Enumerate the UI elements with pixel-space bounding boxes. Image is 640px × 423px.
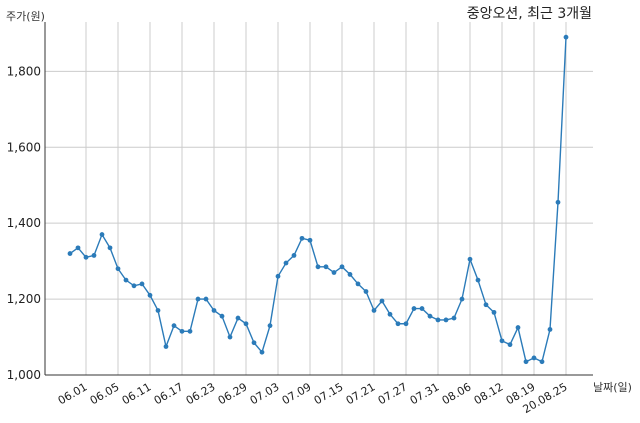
data-point: [315, 264, 321, 270]
data-point: [203, 296, 209, 302]
x-tick-label: 06.05: [88, 380, 122, 407]
data-point: [307, 237, 313, 243]
data-point: [107, 245, 113, 251]
data-point: [283, 260, 289, 266]
data-point: [467, 256, 473, 262]
data-point: [379, 298, 385, 304]
x-tick-label: 08.12: [472, 380, 506, 407]
data-point: [331, 270, 337, 275]
data-point: [523, 359, 529, 365]
y-axis-title: 주가(원): [6, 10, 45, 23]
data-point: [123, 277, 129, 283]
data-point: [75, 245, 81, 251]
data-point: [299, 235, 305, 241]
data-point: [91, 253, 97, 258]
data-point: [491, 309, 497, 315]
data-point: [339, 264, 345, 270]
data-point: [451, 315, 457, 321]
x-tick-label: 07.27: [376, 380, 410, 407]
y-tick-label: 1,200: [7, 292, 41, 306]
data-point: [387, 311, 393, 317]
data-point: [259, 349, 265, 355]
x-tick-labels: 06.0106.0506.1106.1706.2306.2907.0307.09…: [56, 380, 570, 416]
data-point: [83, 254, 89, 260]
data-point: [499, 338, 505, 344]
x-tick-label: 06.17: [152, 380, 186, 407]
y-tick-label: 1,000: [7, 368, 41, 382]
data-point: [435, 317, 441, 323]
x-tick-label: 06.23: [184, 380, 218, 407]
data-point: [459, 296, 465, 302]
data-point: [187, 328, 193, 334]
data-point: [139, 281, 145, 287]
data-point: [179, 328, 185, 334]
x-tick-label: 07.21: [344, 380, 378, 407]
x-tick-label: 07.09: [280, 380, 314, 407]
y-tick-label: 1,800: [7, 64, 41, 78]
data-point: [323, 264, 329, 270]
data-points: [67, 34, 569, 365]
data-point: [411, 306, 417, 311]
x-tick-label: 07.03: [248, 380, 282, 407]
data-point: [291, 253, 297, 258]
data-point: [347, 272, 353, 277]
data-point: [403, 321, 409, 327]
data-point: [131, 283, 137, 289]
data-point: [427, 313, 433, 319]
x-gridlines: [85, 22, 567, 375]
data-point: [547, 327, 553, 332]
data-point: [67, 251, 73, 256]
y-tick-label: 1,600: [7, 140, 41, 154]
data-point: [555, 199, 561, 205]
data-point: [211, 308, 217, 313]
y-tick-labels: 1,000 1,200 1,400 1,600 1,800: [7, 64, 41, 382]
x-tick-label: 06.11: [120, 380, 154, 407]
data-point: [219, 313, 225, 319]
data-point: [443, 317, 449, 323]
data-point: [163, 344, 169, 349]
data-point: [115, 266, 121, 272]
y-gridlines: [45, 70, 593, 376]
x-axis-title: 날짜(일): [593, 380, 632, 394]
data-point: [251, 340, 257, 346]
data-point: [147, 292, 153, 298]
chart-title: 중앙오션, 최근 3개월: [467, 6, 592, 22]
x-tick-label: 06.29: [216, 380, 250, 407]
data-point: [419, 306, 425, 311]
data-point: [99, 232, 105, 237]
data-point: [363, 289, 369, 294]
data-point: [483, 302, 489, 308]
data-point: [155, 308, 161, 313]
x-tick-label: 08.06: [440, 380, 474, 407]
data-point: [515, 325, 521, 330]
data-point: [563, 34, 569, 40]
data-point: [267, 323, 273, 329]
y-tick-label: 1,400: [7, 216, 41, 230]
data-point: [235, 315, 241, 321]
data-point: [243, 321, 249, 327]
data-point: [195, 296, 201, 302]
data-point: [531, 355, 537, 361]
data-point: [355, 281, 361, 287]
data-point: [171, 323, 177, 329]
data-point: [371, 308, 377, 313]
data-point: [539, 359, 545, 365]
x-tick-label: 06.01: [56, 380, 90, 407]
data-point: [275, 273, 281, 279]
data-point: [475, 277, 481, 283]
data-point: [507, 342, 513, 348]
x-tick-label: 07.31: [408, 380, 442, 407]
x-tick-label: 07.15: [312, 380, 346, 407]
data-point: [395, 321, 401, 327]
series-line: [69, 37, 567, 363]
data-point: [227, 334, 233, 340]
